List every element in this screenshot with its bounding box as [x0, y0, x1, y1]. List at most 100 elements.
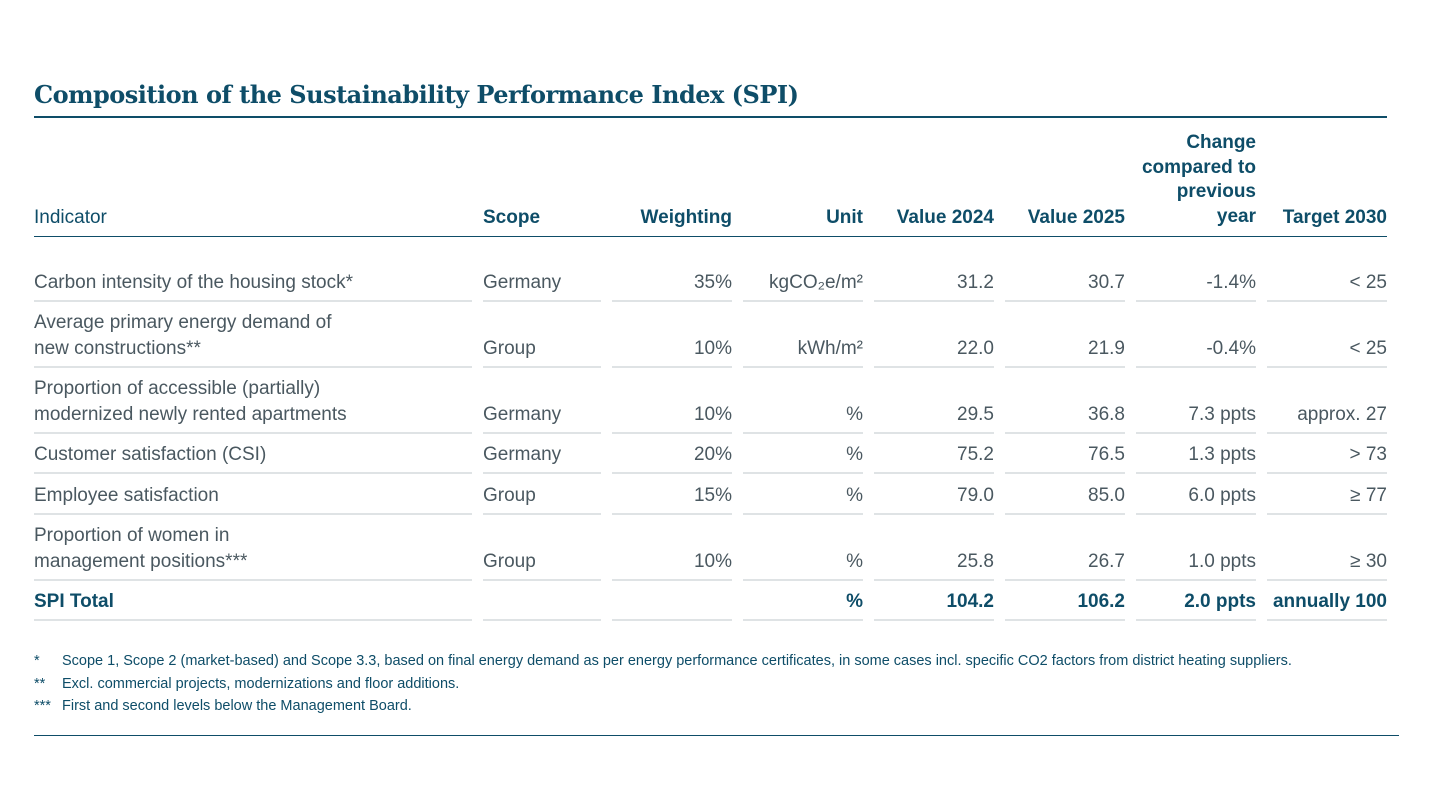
row-divider — [874, 579, 994, 581]
page-title: Composition of the Sustainability Perfor… — [34, 80, 799, 109]
value-2024-cell: 79.0 — [957, 485, 994, 506]
row-divider — [612, 472, 732, 474]
indicator-cell-line2: modernized newly rented apartments — [34, 404, 347, 425]
row-divider — [1136, 472, 1256, 474]
indicator-cell-line1: Proportion of accessible (partially) — [34, 378, 321, 399]
row-divider — [1267, 472, 1387, 474]
row-divider — [483, 366, 601, 368]
footnote-marker: ** — [34, 676, 46, 692]
row-divider — [612, 579, 732, 581]
total-value-2024-cell: 104.2 — [946, 591, 994, 612]
value-2024-cell: 22.0 — [957, 338, 994, 359]
unit-cell: % — [846, 485, 863, 506]
change-cell: 1.3 ppts — [1188, 444, 1256, 465]
target-cell: < 25 — [1349, 272, 1387, 293]
row-divider — [1136, 432, 1256, 434]
title-divider — [34, 116, 1387, 118]
row-divider — [34, 300, 472, 302]
change-cell: 7.3 ppts — [1188, 404, 1256, 425]
header-unit: Unit — [826, 207, 863, 228]
change-cell: 1.0 ppts — [1188, 551, 1256, 572]
value-2025-cell: 85.0 — [1088, 485, 1125, 506]
change-cell: 6.0 ppts — [1188, 485, 1256, 506]
footnote: * Scope 1, Scope 2 (market-based) and Sc… — [34, 650, 1394, 672]
value-2024-cell: 75.2 — [957, 444, 994, 465]
total-target-cell: annually 100 — [1272, 591, 1387, 612]
indicator-cell: Employee satisfaction — [34, 485, 219, 506]
value-2024-cell: 29.5 — [957, 404, 994, 425]
row-divider — [1005, 579, 1125, 581]
row-divider — [483, 579, 601, 581]
row-divider — [1005, 366, 1125, 368]
row-divider — [1005, 472, 1125, 474]
value-2025-cell: 30.7 — [1088, 272, 1125, 293]
row-divider — [874, 300, 994, 302]
footnote-marker: *** — [34, 698, 51, 714]
footnote-text: First and second levels below the Manage… — [62, 698, 412, 714]
total-change-cell: 2.0 ppts — [1184, 591, 1256, 612]
row-divider — [612, 366, 732, 368]
row-divider — [1267, 366, 1387, 368]
header-target-2030: Target 2030 — [1282, 207, 1387, 228]
row-divider — [34, 513, 472, 515]
row-divider — [1136, 619, 1256, 621]
value-2024-cell: 25.8 — [957, 551, 994, 572]
row-divider — [1005, 619, 1125, 621]
weighting-cell: 35% — [693, 272, 732, 293]
header-change-line: Change — [1186, 132, 1256, 153]
change-cell: -1.4% — [1206, 272, 1256, 293]
row-divider — [34, 619, 472, 621]
weighting-cell: 10% — [693, 404, 732, 425]
row-divider — [1005, 432, 1125, 434]
row-divider — [743, 472, 863, 474]
row-divider — [1005, 513, 1125, 515]
value-2025-cell: 21.9 — [1088, 338, 1125, 359]
change-cell: -0.4% — [1206, 338, 1256, 359]
indicator-cell-line2: new constructions** — [34, 338, 201, 359]
row-divider — [1267, 619, 1387, 621]
target-cell: < 25 — [1349, 338, 1387, 359]
row-divider — [1267, 300, 1387, 302]
value-2024-cell: 31.2 — [957, 272, 994, 293]
row-divider — [612, 619, 732, 621]
header-weighting: Weighting — [640, 207, 732, 228]
row-divider — [34, 366, 472, 368]
row-divider — [612, 513, 732, 515]
row-divider — [483, 300, 601, 302]
row-divider — [34, 472, 472, 474]
row-divider — [1267, 513, 1387, 515]
row-divider — [1267, 432, 1387, 434]
unit-cell: kWh/m² — [797, 338, 863, 359]
header-change-line: previous — [1176, 181, 1256, 202]
row-divider — [483, 619, 601, 621]
weighting-cell: 10% — [693, 338, 732, 359]
footnote-marker: * — [34, 653, 40, 669]
row-divider — [874, 432, 994, 434]
row-divider — [483, 513, 601, 515]
footnote-text: Excl. commercial projects, modernization… — [62, 676, 460, 692]
unit-cell: % — [846, 551, 863, 572]
row-divider — [874, 619, 994, 621]
row-divider — [1136, 579, 1256, 581]
row-divider — [1136, 366, 1256, 368]
row-divider — [743, 619, 863, 621]
indicator-cell-line1: Average primary energy demand of — [34, 312, 332, 333]
unit-cell: % — [846, 404, 863, 425]
header-change-line: compared to — [1141, 156, 1256, 178]
row-divider — [874, 472, 994, 474]
row-divider — [743, 300, 863, 302]
row-divider — [743, 513, 863, 515]
header-change-line: year — [1216, 205, 1256, 227]
indicator-cell-line2: management positions*** — [34, 551, 248, 572]
row-divider — [483, 472, 601, 474]
header-indicator: Indicator — [34, 207, 107, 228]
indicator-cell-line1: Proportion of women in — [34, 525, 230, 546]
target-cell: ≥ 30 — [1350, 551, 1387, 572]
weighting-cell: 15% — [693, 485, 732, 506]
target-cell: > 73 — [1349, 444, 1387, 465]
row-divider — [34, 579, 472, 581]
footnote: ** Excl. commercial projects, modernizat… — [34, 673, 1394, 695]
total-indicator-cell: SPI Total — [34, 591, 114, 612]
row-divider — [612, 300, 732, 302]
row-divider — [1267, 579, 1387, 581]
